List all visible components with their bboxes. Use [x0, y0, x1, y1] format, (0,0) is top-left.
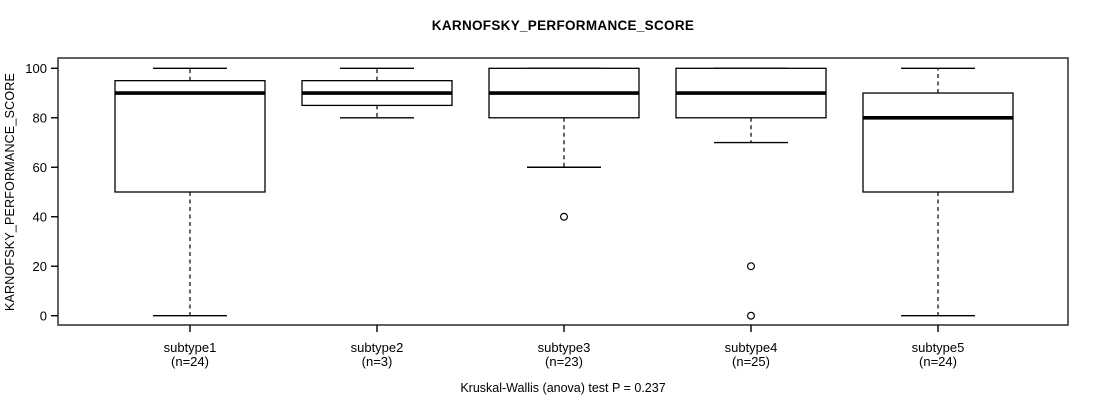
outlier-point-subtype4 [746, 311, 755, 320]
y-axis-tick-label: 60 [33, 160, 47, 175]
y-axis-tick-label: 80 [33, 110, 47, 125]
plot-frame [57, 57, 1069, 326]
x-axis-group-label: subtype2 [351, 340, 404, 355]
stat-test-caption: Kruskal-Wallis (anova) test P = 0.237 [460, 381, 666, 395]
iqr-box-subtype1 [114, 80, 266, 193]
x-axis-n-label: (n=24) [171, 354, 209, 369]
outlier-point-subtype4 [746, 262, 755, 271]
y-axis-tick-label: 0 [40, 308, 47, 323]
y-axis-tick-label: 100 [25, 61, 47, 76]
x-axis-group-label: subtype1 [164, 340, 217, 355]
x-axis-n-label: (n=25) [732, 354, 770, 369]
x-axis-n-label: (n=23) [545, 354, 583, 369]
x-axis-group-label: subtype4 [725, 340, 778, 355]
y-axis-tick-label: 20 [33, 259, 47, 274]
x-axis-n-label: (n=24) [919, 354, 957, 369]
iqr-box-subtype5 [862, 92, 1014, 193]
chart-title: KARNOFSKY_PERFORMANCE_SCORE [431, 18, 695, 33]
x-axis-group-label: subtype3 [538, 340, 591, 355]
x-axis-group-label: subtype5 [912, 340, 965, 355]
y-axis-tick-label: 40 [33, 209, 47, 224]
outlier-point-subtype3 [559, 212, 568, 221]
x-axis-n-label: (n=3) [362, 354, 393, 369]
